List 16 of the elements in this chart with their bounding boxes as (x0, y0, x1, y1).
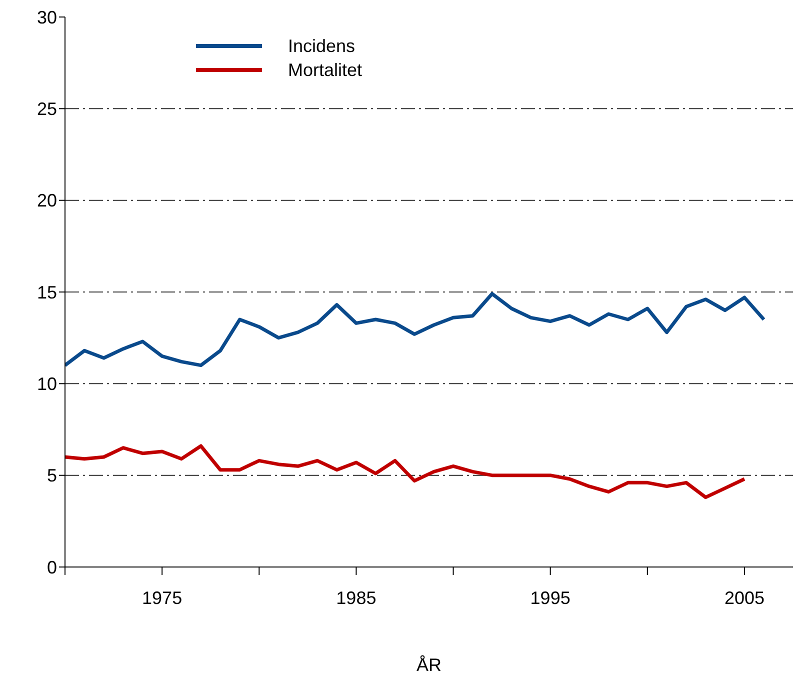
legend-label: Mortalitet (288, 60, 362, 80)
y-tick-label: 0 (46, 557, 57, 578)
x-tick-label: 2005 (724, 588, 764, 608)
y-tick-label: 25 (36, 99, 57, 120)
line-series (65, 292, 766, 368)
x-tick-label: 1995 (530, 588, 570, 608)
legend-label: Incidens (288, 36, 356, 56)
x-axis-title: ÅR (416, 655, 442, 675)
y-tick-label: 30 (36, 7, 57, 28)
x-tick-label: 1975 (142, 588, 182, 608)
y-tick-label: 15 (36, 282, 57, 302)
x-tick-label: 1985 (336, 588, 376, 608)
y-tick-label: 20 (36, 190, 57, 211)
line-series (65, 444, 746, 500)
y-tick-label: 10 (36, 374, 57, 394)
y-tick-label: 5 (46, 466, 57, 486)
